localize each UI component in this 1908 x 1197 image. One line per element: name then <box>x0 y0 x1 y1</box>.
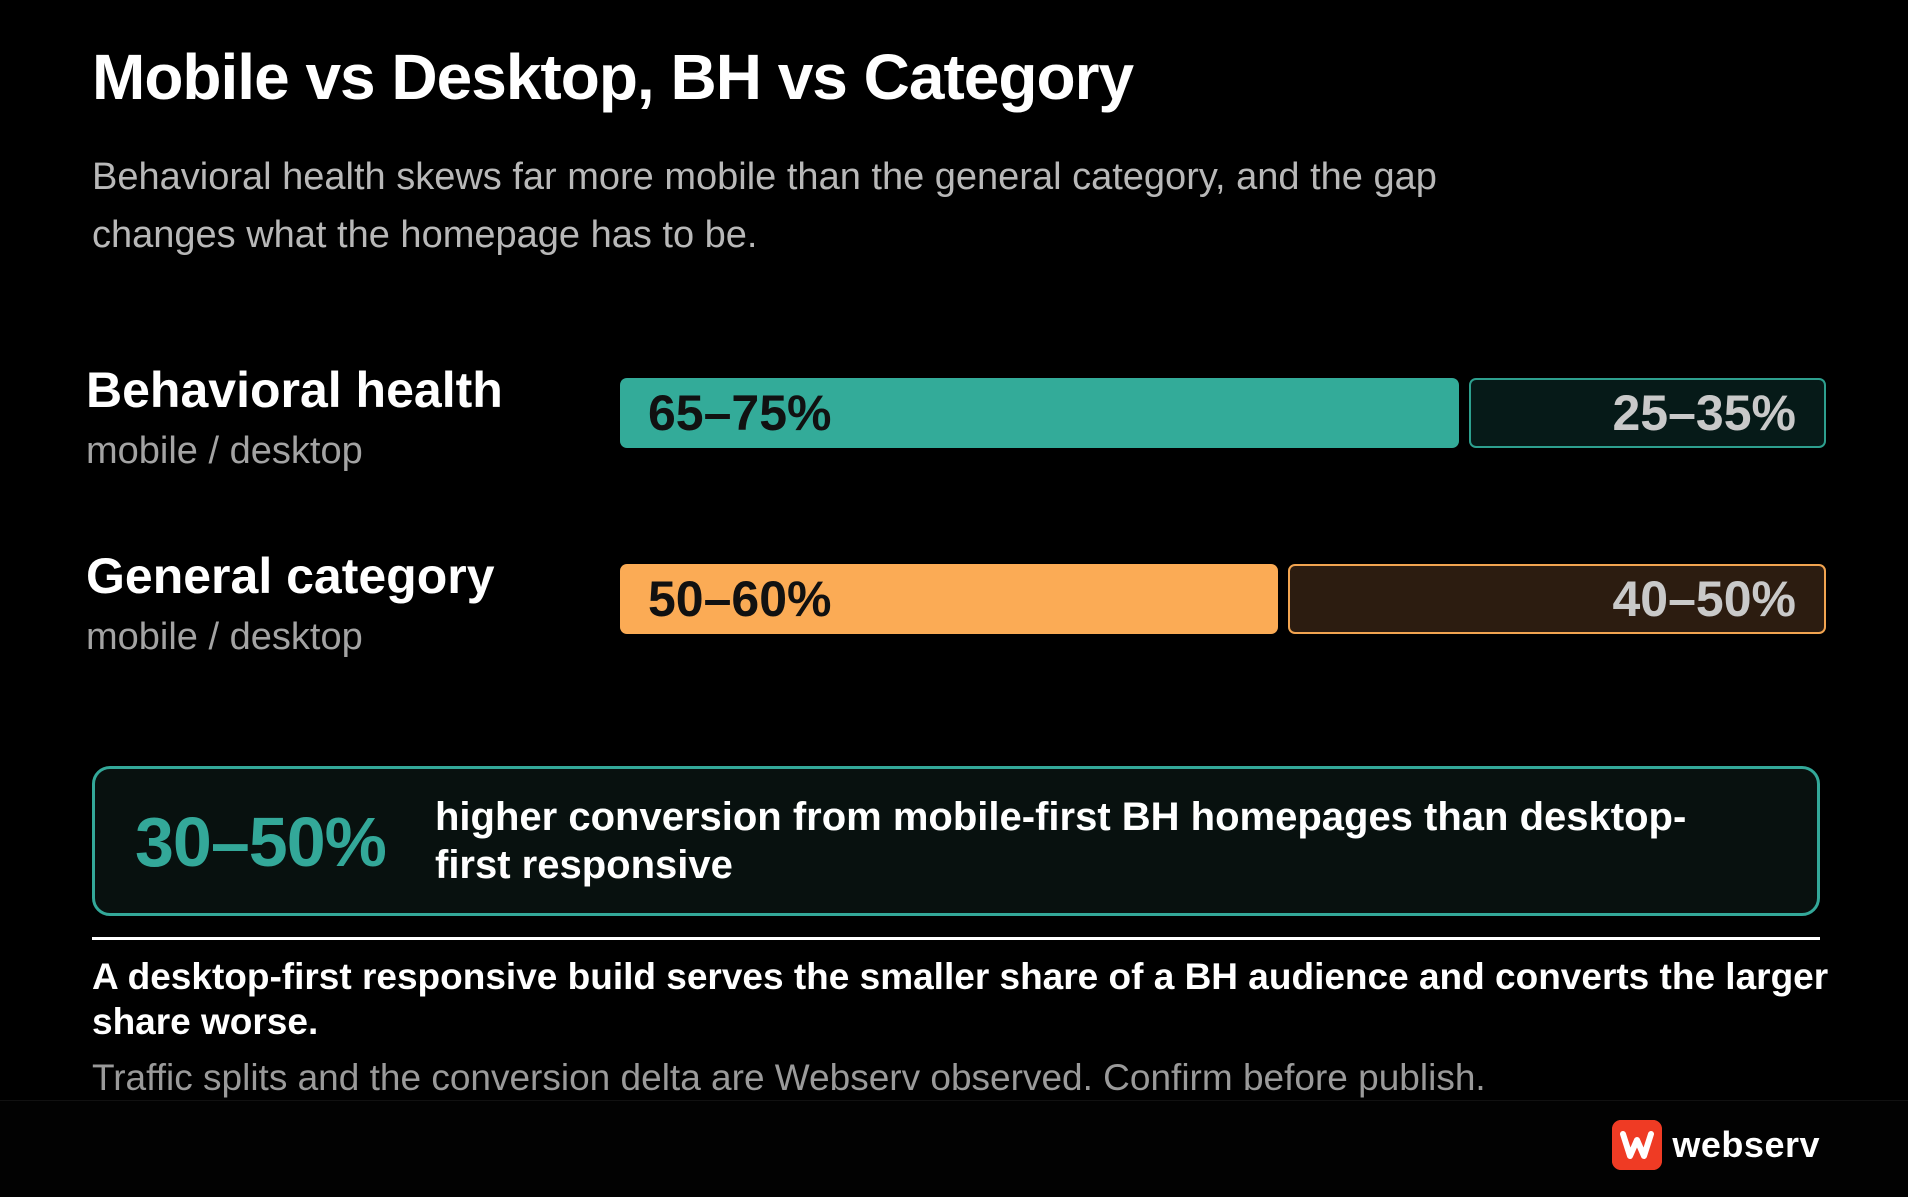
row-label-behavioral-health: Behavioral health mobile / desktop <box>86 360 503 474</box>
bar-value-label: 40–50% <box>1612 571 1797 627</box>
bar-value-label: 25–35% <box>1612 385 1797 441</box>
bar-track-general-category: 50–60% 40–50% <box>620 564 1826 634</box>
brand-logo: webserv <box>1612 1120 1820 1170</box>
page-title: Mobile vs Desktop, BH vs Category <box>92 41 1134 113</box>
callout-text: higher conversion from mobile-first BH h… <box>435 795 1687 887</box>
category-label: Behavioral health <box>86 362 503 418</box>
bar-segment-mobile-general-category: 50–60% <box>620 564 1278 634</box>
footnote: Traffic splits and the conversion delta … <box>92 1057 1486 1098</box>
row-label-general-category: General category mobile / desktop <box>86 546 495 660</box>
bar-value-label: 50–60% <box>648 571 832 627</box>
bar-track-behavioral-health: 65–75% 25–35% <box>620 378 1826 448</box>
bar-value-label: 65–75% <box>648 385 832 441</box>
bar-segment-desktop-behavioral-health: 25–35% <box>1469 378 1826 448</box>
brand-name: webserv <box>1672 1124 1820 1165</box>
takeaway-text: A desktop-first responsive build serves … <box>92 956 1829 1042</box>
category-sublabel: mobile / desktop <box>86 616 363 658</box>
category-label: General category <box>86 548 495 604</box>
category-sublabel: mobile / desktop <box>86 430 363 472</box>
footer <box>0 1100 1908 1197</box>
webserv-logo-icon <box>1612 1120 1663 1170</box>
page-subtitle: Behavioral health skews far more mobile … <box>92 156 1437 256</box>
divider <box>92 937 1820 940</box>
conversion-callout: 30–50% higher conversion from mobile-fir… <box>92 766 1820 916</box>
bar-segment-mobile-behavioral-health: 65–75% <box>620 378 1459 448</box>
bar-segment-desktop-general-category: 40–50% <box>1288 564 1826 634</box>
callout-stat: 30–50% <box>135 803 387 881</box>
